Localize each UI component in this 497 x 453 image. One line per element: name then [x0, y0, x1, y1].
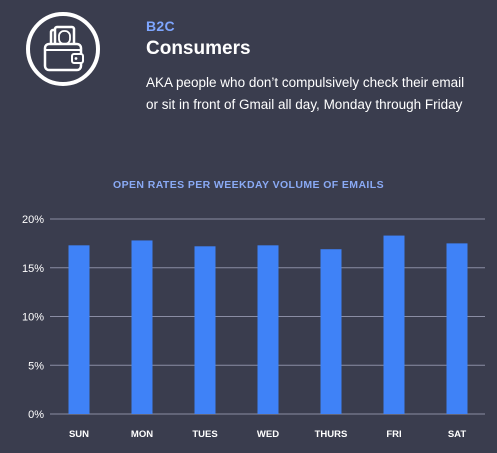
x-category-label: TUES	[192, 429, 217, 440]
bar	[320, 249, 342, 414]
y-tick-label: 20%	[22, 214, 44, 226]
x-category-label: SUN	[69, 429, 89, 440]
y-tick-label: 10%	[22, 312, 44, 324]
bar	[257, 245, 279, 414]
x-category-label: FRI	[386, 429, 401, 440]
y-tick-label: 5%	[28, 360, 44, 372]
x-category-label: THURS	[315, 429, 348, 440]
bar	[131, 240, 153, 414]
y-tick-label: 15%	[22, 263, 44, 275]
bar	[446, 243, 468, 414]
x-category-label: SAT	[448, 429, 466, 440]
page-title: Consumers	[146, 38, 251, 59]
bar	[68, 245, 90, 414]
segment-description: AKA people who don’t compulsively check …	[146, 75, 465, 112]
y-tick-label: 0%	[28, 409, 44, 421]
bar	[383, 235, 405, 414]
wallet-icon	[24, 10, 102, 88]
bar	[194, 246, 216, 414]
x-category-label: WED	[257, 429, 279, 440]
segment-kicker: B2C	[146, 18, 175, 34]
chart-title: OPEN RATES PER WEEKDAY VOLUME OF EMAILS	[113, 179, 384, 191]
x-category-label: MON	[131, 429, 153, 440]
